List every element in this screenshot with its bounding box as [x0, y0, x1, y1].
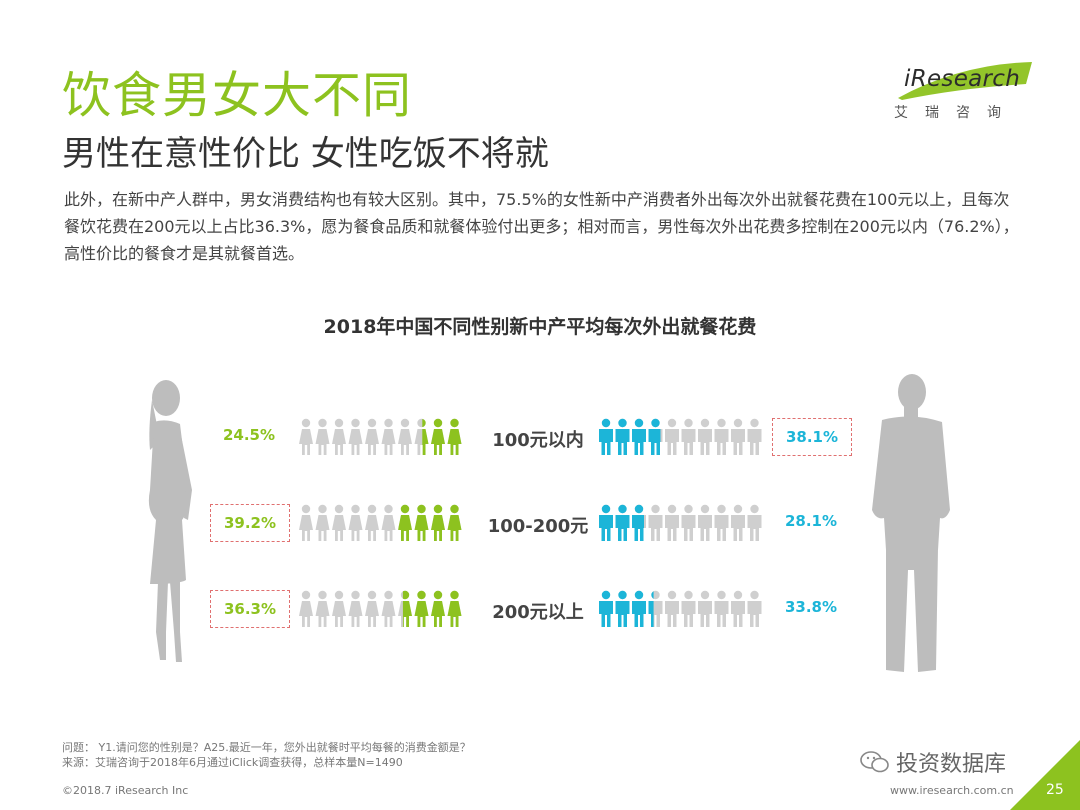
male-person-icon	[747, 418, 762, 455]
male-person-icon	[698, 590, 712, 627]
male-person-icon	[615, 504, 630, 541]
page-title: 饮食男女大不同	[62, 67, 413, 124]
female-person-icon	[299, 590, 313, 627]
male-person-icon	[599, 590, 613, 627]
male-person-icon	[731, 504, 745, 541]
male-person-icon	[615, 418, 630, 455]
female-person-icon	[447, 418, 462, 455]
female-person-icon	[447, 590, 462, 627]
male-person-icon	[632, 504, 646, 541]
female-person-icon	[381, 418, 396, 455]
category-label: 100元以内	[492, 430, 584, 451]
male-person-icon	[615, 590, 630, 627]
category-label: 200元以上	[492, 602, 584, 623]
male-person-icon	[648, 418, 663, 455]
female-pictograph-row-1	[299, 504, 462, 541]
female-person-icon	[315, 504, 330, 541]
male-person-icon	[599, 418, 613, 455]
female-percent-label: 39.2%	[210, 504, 290, 542]
male-person-icon	[714, 504, 729, 541]
male-person-icon	[698, 418, 712, 455]
website: www.iresearch.com.cn	[890, 784, 1014, 797]
female-person-icon	[431, 504, 445, 541]
wechat-watermark: 投资数据库	[860, 746, 1006, 778]
female-person-icon	[414, 418, 429, 455]
female-person-icon	[348, 504, 363, 541]
logo-chinese: 艾瑞咨询	[894, 105, 1018, 121]
woman-silhouette-icon	[148, 380, 192, 662]
male-person-icon	[681, 418, 696, 455]
female-percent-label: 24.5%	[222, 426, 276, 444]
footnote: 问题： Y1.请问您的性别是？A25.最近一年，您外出就餐时平均每餐的消费金额是…	[62, 740, 471, 770]
female-person-icon	[365, 504, 379, 541]
chart-title: 2018年中国不同性别新中产平均每次外出就餐花费	[323, 316, 757, 338]
male-person-icon	[747, 590, 762, 627]
female-person-icon	[381, 590, 396, 627]
description: 此外，在新中产人群中，男女消费结构也有较大区别。其中，75.5%的女性新中产消费…	[64, 190, 1019, 263]
female-person-icon	[431, 418, 445, 455]
male-pictograph-row-1	[599, 504, 762, 541]
male-percent-label: 38.1%	[772, 418, 852, 456]
footnote-question: 问题： Y1.请问您的性别是？A25.最近一年，您外出就餐时平均每餐的消费金额是…	[62, 741, 471, 754]
category-label: 100-200元	[487, 516, 589, 537]
male-person-icon	[648, 504, 663, 541]
male-percent-label: 28.1%	[784, 512, 838, 530]
female-pictograph-row-2	[299, 590, 462, 627]
page-number: 25	[1046, 782, 1064, 798]
logo-swoosh-icon	[898, 62, 1032, 100]
male-person-icon	[681, 504, 696, 541]
female-person-icon	[447, 504, 462, 541]
female-person-icon	[365, 418, 379, 455]
female-person-icon	[348, 418, 363, 455]
female-person-icon	[398, 418, 412, 455]
female-person-icon	[431, 590, 445, 627]
wechat-label: 投资数据库	[896, 752, 1007, 777]
female-person-icon	[381, 504, 396, 541]
male-person-icon	[714, 418, 729, 455]
male-person-icon	[714, 590, 729, 627]
male-percent-label: 33.8%	[784, 598, 838, 616]
male-person-icon	[665, 504, 679, 541]
female-person-icon	[398, 504, 412, 541]
wechat-icon	[860, 751, 889, 773]
man-silhouette-icon	[872, 374, 950, 672]
female-person-icon	[398, 590, 412, 627]
male-person-icon	[648, 590, 663, 627]
male-pictograph-row-2	[599, 590, 762, 627]
female-person-icon	[315, 418, 330, 455]
female-person-icon	[315, 590, 330, 627]
male-person-icon	[665, 418, 679, 455]
male-person-icon	[731, 590, 745, 627]
female-person-icon	[299, 418, 313, 455]
female-person-icon	[365, 590, 379, 627]
page-corner-icon	[1010, 740, 1080, 810]
female-person-icon	[414, 504, 429, 541]
male-pictograph-row-0	[599, 418, 762, 455]
footnote-source: 来源：艾瑞咨询于2018年6月通过iClick调查获得，总样本量N=1490	[62, 756, 403, 769]
male-person-icon	[632, 418, 646, 455]
male-person-icon	[747, 504, 762, 541]
female-person-icon	[332, 504, 346, 541]
female-person-icon	[332, 590, 346, 627]
male-person-icon	[632, 590, 646, 627]
logo-word: iResearch	[904, 66, 1021, 92]
female-person-icon	[348, 590, 363, 627]
male-person-icon	[698, 504, 712, 541]
male-person-icon	[599, 504, 613, 541]
male-person-icon	[681, 590, 696, 627]
male-person-icon	[731, 418, 745, 455]
page-subtitle: 男性在意性价比 女性吃饭不将就	[62, 134, 549, 174]
female-percent-label: 36.3%	[210, 590, 290, 628]
iresearch-logo: iResearch 艾瑞咨询	[890, 58, 1040, 128]
female-person-icon	[299, 504, 313, 541]
female-person-icon	[414, 590, 429, 627]
female-pictograph-row-0	[299, 418, 462, 455]
female-person-icon	[332, 418, 346, 455]
copyright: ©2018.7 iResearch Inc	[62, 784, 189, 797]
male-person-icon	[665, 590, 679, 627]
